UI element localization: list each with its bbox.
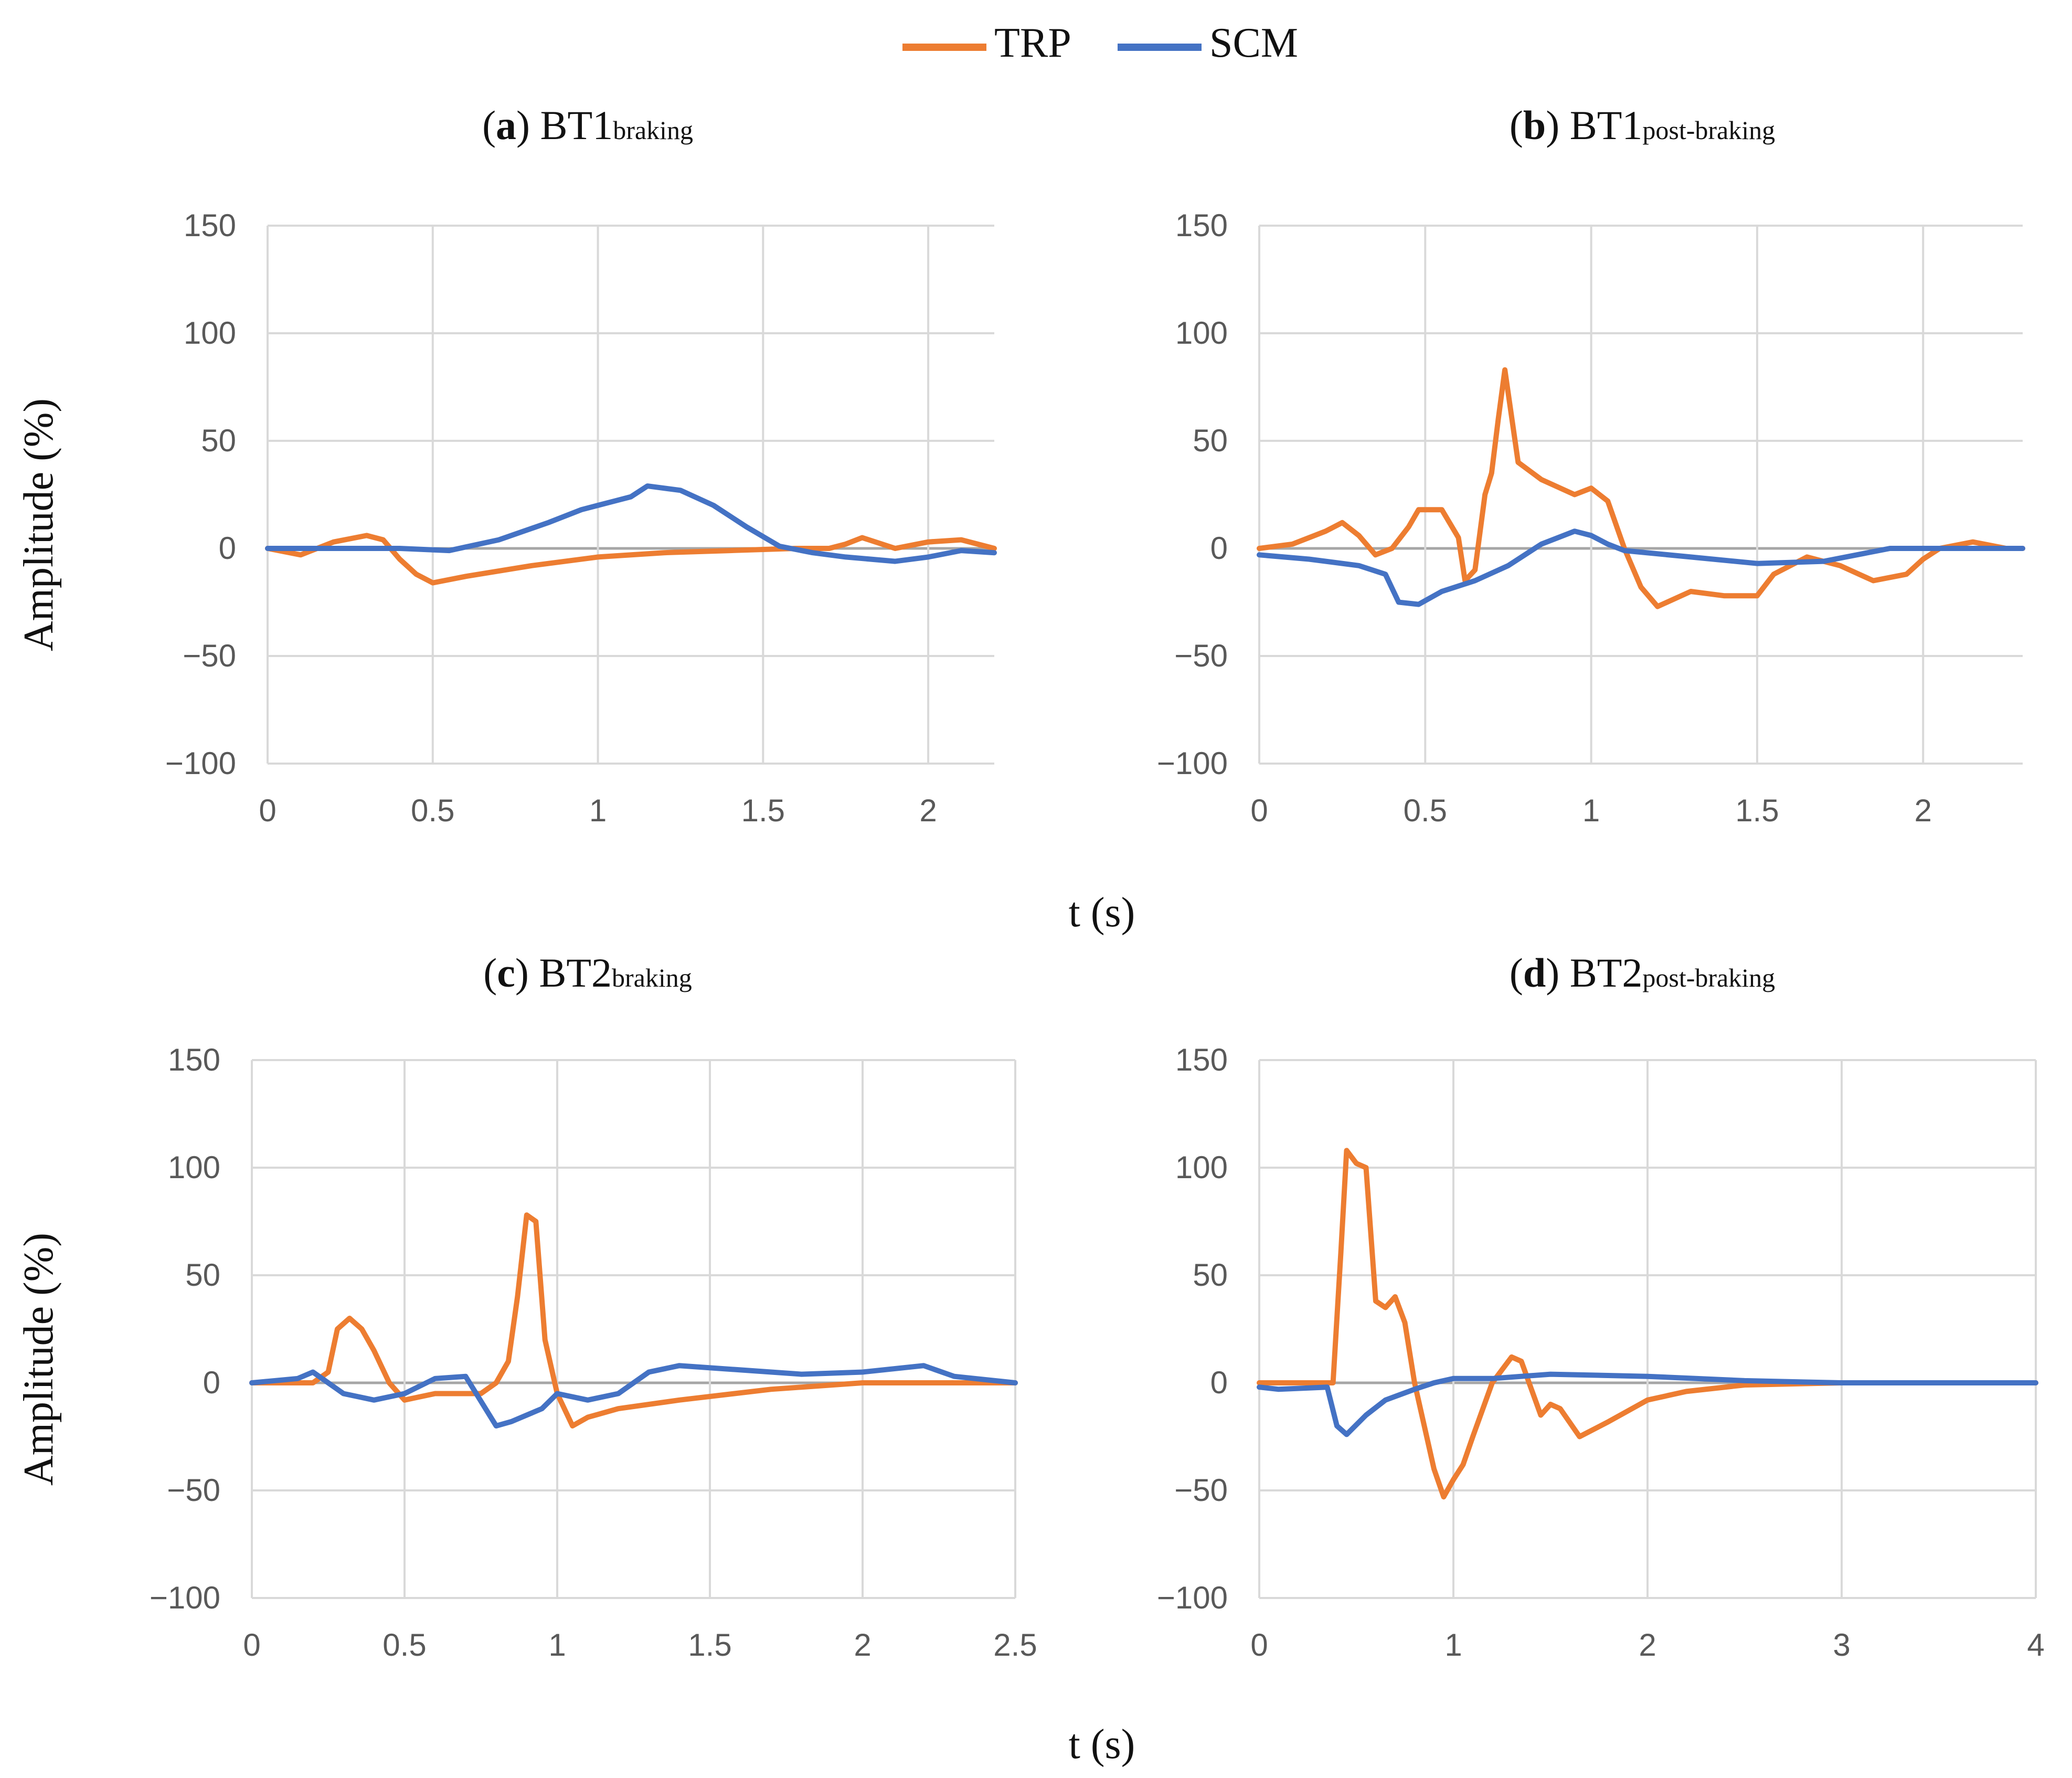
y-tick-label: 150 (168, 1042, 220, 1077)
x-tick-label: 2 (854, 1627, 871, 1663)
series-trp-line (1257, 1148, 2038, 1500)
x-tick-label: 1 (548, 1627, 566, 1663)
panel-a-title: (a) BT1braking (482, 102, 693, 148)
x-tick-label: 2 (919, 793, 937, 828)
x-tick-label: 1.5 (688, 1627, 731, 1663)
panel-a-chart: −100 −50 0 50 100 150 0 0.5 1 1.5 2 (165, 208, 997, 828)
y-tick-label: −50 (1174, 638, 1228, 673)
y-tick-label: 50 (185, 1257, 220, 1293)
series-scm-line (249, 1363, 1018, 1428)
panel-c-chart: −100 −50 0 50 100 150 0 0.5 1 1.5 2 2.5 (150, 1042, 1037, 1663)
series-scm-line (265, 483, 997, 564)
x-tick-label: 0 (1250, 793, 1268, 828)
x-tick-label: 1 (589, 793, 607, 828)
x-tick-label: 0 (259, 793, 276, 828)
series-scm-line (1257, 1371, 2038, 1437)
y-tick-label: 100 (168, 1150, 220, 1185)
series-trp-line (1257, 367, 2025, 609)
legend-trp-label: TRP (994, 20, 1071, 66)
panel-c-title: (c) BT2braking (483, 950, 692, 996)
series-trp-line (249, 1212, 1018, 1428)
panel-b-title: (b) BT1post-braking (1510, 102, 1775, 148)
y-tick-label: 0 (219, 531, 236, 566)
y-axis-label-top: Amplitude (%) (16, 398, 62, 651)
series-trp-line (265, 533, 997, 586)
y-tick-label: −100 (165, 746, 236, 781)
series-scm-line (1257, 528, 2025, 607)
panel-d-chart: −100 −50 0 50 100 150 0 1 2 3 4 (1157, 1042, 2045, 1663)
x-tick-label: 3 (1833, 1627, 1850, 1663)
y-tick-label: −100 (150, 1580, 220, 1615)
x-tick-label: 1 (1444, 1627, 1462, 1663)
y-tick-label: 50 (201, 423, 236, 458)
x-tick-label: 1.5 (741, 793, 785, 828)
panel-d-title: (d) BT2post-braking (1510, 950, 1775, 996)
x-tick-label: 0.5 (411, 793, 454, 828)
x-axis-label-bottom: t (s) (1069, 1721, 1135, 1768)
y-tick-label: −100 (1157, 746, 1228, 781)
y-tick-label: −50 (183, 638, 236, 673)
x-tick-label: 0.5 (382, 1627, 426, 1663)
y-tick-label: 0 (1210, 531, 1228, 566)
x-tick-label: 2 (1915, 793, 1932, 828)
x-tick-label: 1 (1582, 793, 1600, 828)
y-tick-label: 150 (1175, 208, 1228, 243)
x-axis-label-top: t (s) (1069, 890, 1135, 936)
legend: TRP SCM (902, 20, 1298, 66)
y-tick-label: −100 (1157, 1580, 1228, 1615)
y-tick-label: 150 (184, 208, 236, 243)
y-tick-label: 0 (203, 1365, 220, 1400)
y-tick-label: 50 (1193, 423, 1228, 458)
x-tick-label: 2 (1639, 1627, 1656, 1663)
x-tick-label: 0 (1250, 1627, 1268, 1663)
x-tick-label: 4 (2027, 1627, 2044, 1663)
y-tick-label: 150 (1175, 1042, 1228, 1077)
y-tick-label: −50 (1174, 1473, 1228, 1508)
x-tick-label: 2.5 (993, 1627, 1037, 1663)
y-tick-label: 50 (1193, 1257, 1228, 1293)
y-tick-label: −50 (167, 1473, 220, 1508)
x-tick-label: 0.5 (1404, 793, 1447, 828)
legend-scm-label: SCM (1209, 20, 1298, 66)
y-axis-label-bottom: Amplitude (%) (16, 1233, 62, 1486)
y-tick-label: 0 (1210, 1365, 1228, 1400)
y-tick-label: 100 (1175, 315, 1228, 351)
x-tick-label: 1.5 (1735, 793, 1779, 828)
panel-b-chart: −100 −50 0 50 100 150 0 0.5 1 1.5 2 (1157, 208, 2025, 828)
y-tick-label: 100 (184, 315, 236, 351)
y-tick-label: 100 (1175, 1150, 1228, 1185)
x-tick-label: 0 (243, 1627, 260, 1663)
